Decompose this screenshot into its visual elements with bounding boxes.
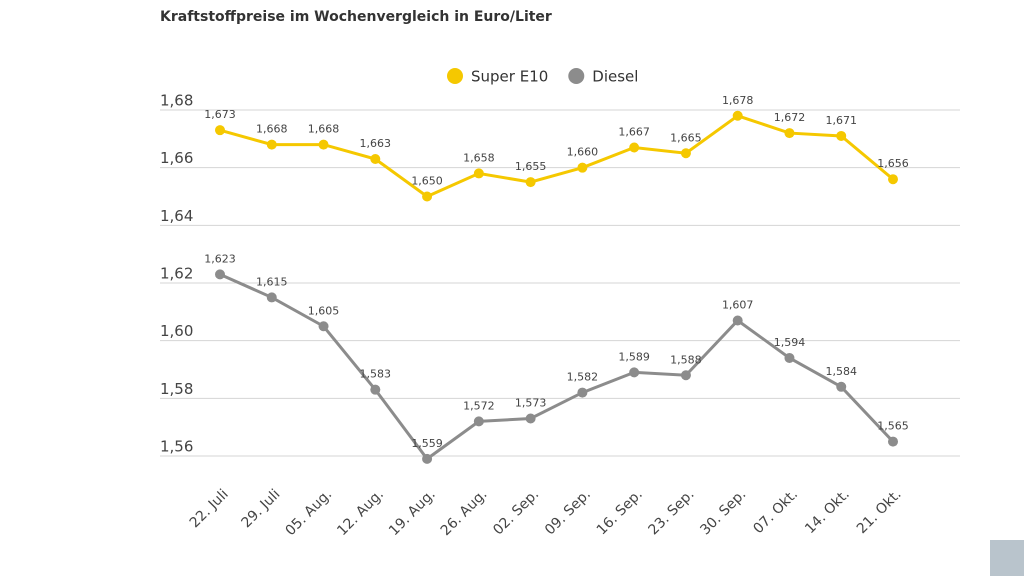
x-tick-label: 30. Sep. <box>697 486 749 538</box>
data-point <box>318 321 329 332</box>
data-point <box>577 387 588 398</box>
data-point <box>629 142 640 153</box>
data-point <box>732 110 743 121</box>
data-point <box>836 381 847 392</box>
corner-decoration <box>990 540 1024 576</box>
x-tick-label: 22. Juli <box>187 486 232 531</box>
data-label: 1,673 <box>204 108 236 121</box>
data-point <box>629 367 640 378</box>
data-point <box>370 154 381 165</box>
data-label: 1,667 <box>618 125 650 138</box>
series-line <box>219 114 894 199</box>
x-tick-label: 02. Sep. <box>490 486 542 538</box>
chart-title: Kraftstoffpreise im Wochenvergleich in E… <box>160 9 552 25</box>
legend-marker <box>568 68 585 84</box>
data-point <box>577 162 588 173</box>
data-label: 1,573 <box>515 397 547 410</box>
x-tick-label: 23. Sep. <box>646 486 698 538</box>
data-label: 1,650 <box>411 175 443 188</box>
y-tick-label: 1,58 <box>160 380 193 398</box>
data-label: 1,582 <box>567 371 599 384</box>
data-label: 1,623 <box>204 252 236 265</box>
data-label: 1,663 <box>360 137 392 150</box>
y-tick-label: 1,60 <box>160 322 193 340</box>
data-point <box>888 436 898 447</box>
x-tick-label: 16. Sep. <box>594 486 646 538</box>
data-point <box>473 416 484 427</box>
data-point <box>266 292 277 303</box>
y-tick-label: 1,68 <box>160 92 193 110</box>
x-tick-label: 07. Okt. <box>750 486 801 537</box>
data-label: 1,672 <box>774 111 806 124</box>
data-label: 1,668 <box>308 123 340 136</box>
data-point <box>680 370 691 381</box>
data-label: 1,565 <box>877 420 909 433</box>
data-label: 1,615 <box>256 275 288 288</box>
x-tick-label: 19. Aug. <box>386 486 439 539</box>
x-tick-label: 12. Aug. <box>334 486 387 539</box>
x-tick-label: 14. Okt. <box>802 486 853 537</box>
series-line <box>219 272 895 461</box>
data-point <box>266 139 277 150</box>
data-point <box>836 130 847 141</box>
data-label: 1,559 <box>411 437 443 450</box>
data-point <box>215 269 225 280</box>
y-tick-label: 1,56 <box>160 438 193 456</box>
data-label: 1,594 <box>774 336 806 349</box>
data-point <box>732 315 743 326</box>
data-point <box>422 191 433 202</box>
legend-label: Diesel <box>592 68 638 86</box>
y-tick-label: 1,64 <box>160 207 193 225</box>
data-point <box>784 352 795 363</box>
legend-marker <box>447 68 463 84</box>
data-label: 1,584 <box>825 365 857 378</box>
data-label: 1,583 <box>360 368 392 381</box>
data-point <box>215 125 225 136</box>
data-point <box>525 413 536 424</box>
data-label: 1,656 <box>877 157 909 170</box>
y-tick-label: 1,62 <box>160 265 193 283</box>
x-tick-label: 05. Aug. <box>283 486 336 539</box>
data-label: 1,678 <box>722 94 754 107</box>
x-tick-label: 21. Okt. <box>854 486 905 537</box>
x-tick-label: 29. Juli <box>239 486 284 531</box>
data-point <box>680 148 691 159</box>
data-label: 1,668 <box>256 123 288 136</box>
data-point <box>370 384 381 395</box>
data-point <box>525 177 536 188</box>
data-label: 1,671 <box>825 114 857 127</box>
data-label: 1,572 <box>463 399 495 412</box>
data-point <box>422 453 433 464</box>
data-label: 1,655 <box>515 160 547 173</box>
data-label: 1,607 <box>722 298 754 311</box>
data-point <box>473 168 484 179</box>
legend-label: Super E10 <box>471 68 548 86</box>
data-label: 1,665 <box>670 131 702 144</box>
data-label: 1,588 <box>670 353 702 366</box>
data-point <box>888 174 898 185</box>
y-tick-label: 1,66 <box>160 149 193 167</box>
data-point <box>784 128 795 139</box>
x-tick-label: 26. Aug. <box>438 486 491 539</box>
data-point <box>318 139 329 150</box>
data-label: 1,658 <box>463 151 495 164</box>
x-tick-label: 09. Sep. <box>542 486 594 538</box>
data-label: 1,660 <box>567 146 599 159</box>
data-label: 1,605 <box>308 304 340 317</box>
data-label: 1,589 <box>618 350 650 363</box>
